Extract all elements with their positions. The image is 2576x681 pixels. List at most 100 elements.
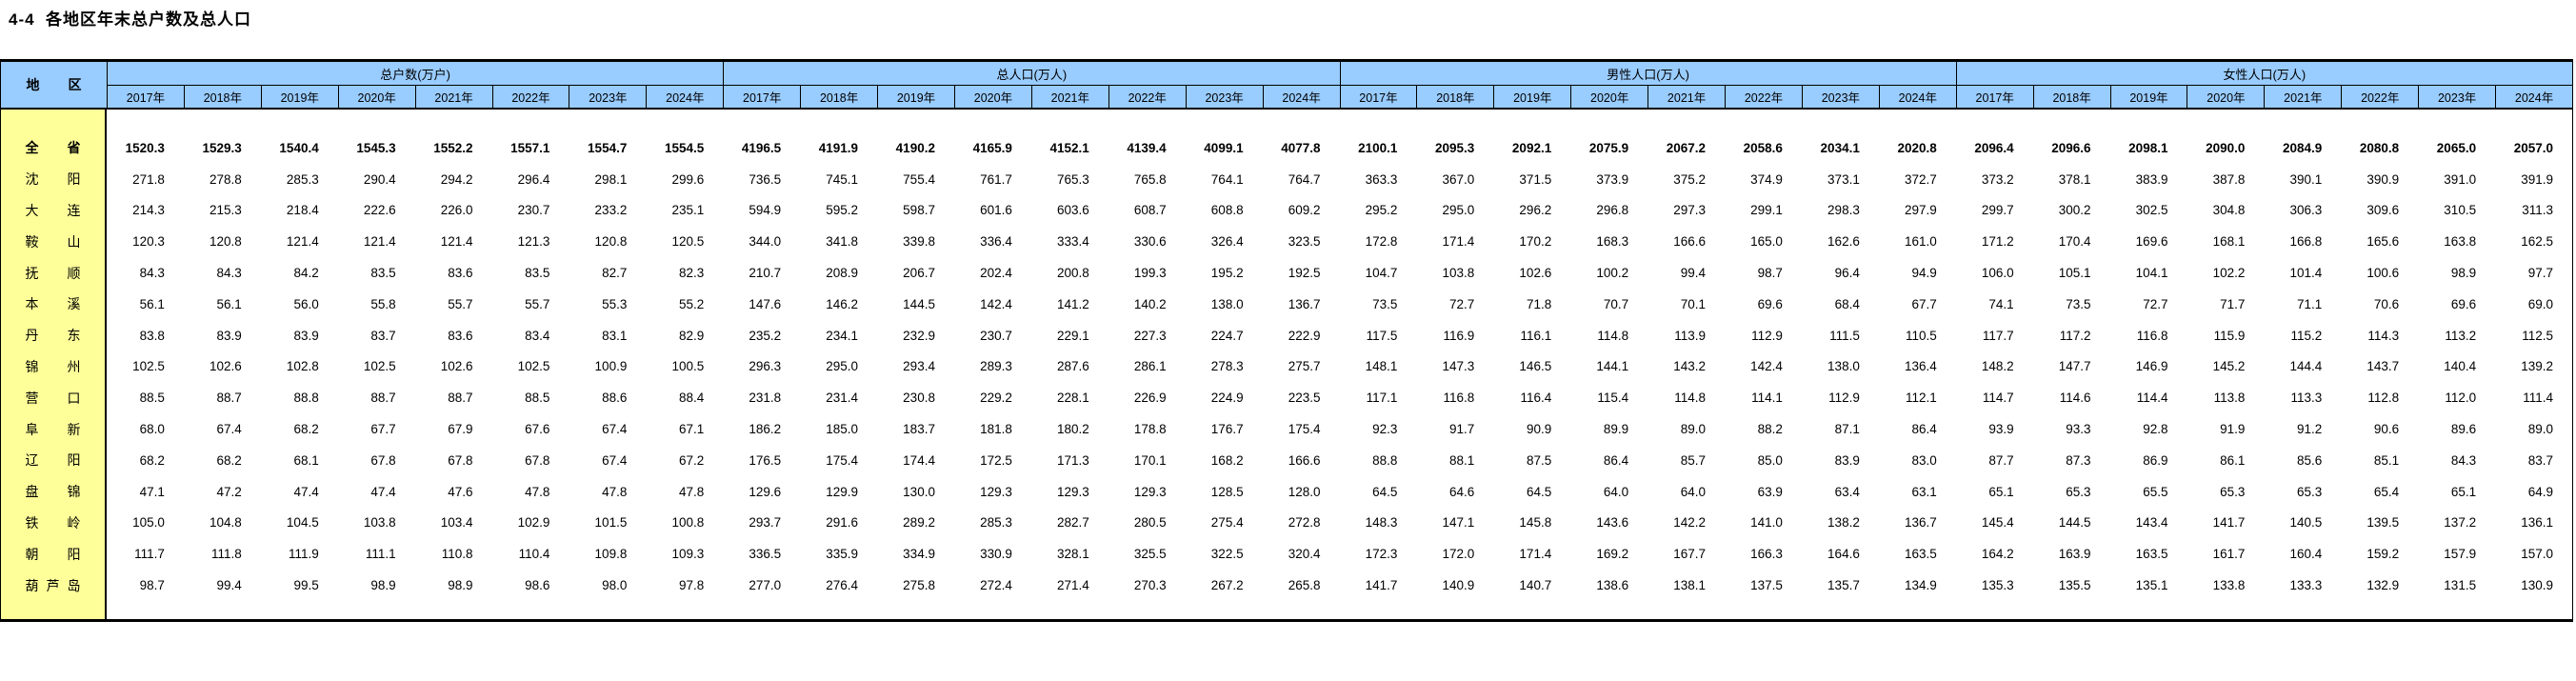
year-header-households-2024: 2024年 [646, 85, 724, 108]
value-cell-male-2019: 2092.1 [1511, 140, 1552, 155]
year-header-male-2019: 2019年 [1493, 85, 1571, 108]
value-cell-households-2021: 226.0 [440, 203, 473, 218]
value-cell-male-2024: 112.1 [1905, 391, 1937, 406]
value-cell-male-2022: 2058.6 [1743, 140, 1783, 155]
value-cell-population-2024: 323.5 [1288, 234, 1321, 250]
region-row: 葫芦岛 [1, 570, 105, 601]
value-cell-households-2018: 278.8 [210, 171, 242, 187]
value-cell-population-2024: 609.2 [1288, 203, 1321, 218]
value-cell-female-2022: 159.2 [2366, 547, 2400, 562]
value-cell-female-2017: 373.2 [1981, 171, 2014, 187]
value-cell-male-2022: 142.4 [1750, 359, 1783, 374]
value-cell-population-2023: 4099.1 [1204, 140, 1244, 155]
value-cell-households-2020: 55.8 [370, 296, 396, 311]
value-cell-households-2019: 104.5 [286, 515, 319, 531]
value-cell-female-2018: 93.3 [2066, 422, 2091, 437]
value-cell-male-2022: 69.6 [1757, 296, 1783, 311]
value-cell-female-2021: 65.3 [2297, 484, 2323, 499]
value-cell-households-2018: 215.3 [210, 203, 242, 218]
region-name: 全省 [26, 138, 81, 157]
value-cell-population-2017: 147.6 [749, 296, 782, 311]
value-cell-population-2021: 141.2 [1056, 296, 1089, 311]
value-cell-female-2017: 65.1 [1988, 484, 2014, 499]
value-cell-population-2019: 206.7 [903, 266, 935, 281]
value-cell-population-2021: 129.3 [1056, 484, 1089, 499]
value-cell-households-2020: 290.4 [363, 171, 396, 187]
value-cell-population-2023: 224.9 [1210, 391, 1244, 406]
value-cell-households-2019: 68.1 [293, 452, 319, 468]
value-cell-households-2018: 88.7 [216, 391, 242, 406]
year-header-female-2023: 2023年 [2418, 85, 2496, 108]
value-cell-male-2020: 64.0 [1603, 484, 1629, 499]
value-cell-male-2020: 169.2 [1596, 547, 1629, 562]
value-cell-female-2018: 87.3 [2066, 452, 2091, 468]
region-char: 芦 [46, 577, 60, 593]
value-cell-male-2021: 114.8 [1674, 391, 1707, 406]
value-cell-female-2021: 306.3 [2289, 203, 2323, 218]
value-cell-female-2023: 113.2 [2445, 328, 2477, 343]
value-cell-male-2024: 2020.8 [1897, 140, 1937, 155]
value-cell-female-2022: 132.9 [2366, 578, 2400, 593]
value-cell-households-2022: 55.7 [525, 296, 550, 311]
value-cell-households-2020: 102.5 [363, 359, 396, 374]
value-cell-male-2021: 297.3 [1673, 203, 1707, 218]
value-cell-population-2021: 333.4 [1056, 234, 1089, 250]
region-char: 新 [67, 421, 81, 437]
value-cell-population-2020: 202.4 [980, 266, 1012, 281]
value-cell-male-2017: 172.8 [1365, 234, 1398, 250]
value-cell-female-2018: 300.2 [2058, 203, 2091, 218]
value-cell-male-2022: 63.9 [1757, 484, 1783, 499]
value-cell-female-2023: 391.0 [2444, 171, 2477, 187]
value-cell-households-2018: 47.2 [216, 484, 242, 499]
value-cell-population-2020: 4165.9 [972, 140, 1012, 155]
value-cell-households-2019: 99.5 [293, 578, 319, 593]
region-char: 岭 [67, 514, 81, 531]
value-cell-male-2020: 115.4 [1597, 391, 1629, 406]
value-cell-male-2020: 373.9 [1596, 171, 1629, 187]
value-cell-male-2017: 295.2 [1365, 203, 1398, 218]
region-name: 沈阳 [26, 170, 81, 189]
group-header-population: 总人口(万人) [723, 62, 1340, 85]
value-cell-population-2019: 293.4 [903, 359, 935, 374]
value-cell-male-2023: 68.4 [1834, 296, 1860, 311]
value-cell-population-2024: 166.6 [1288, 452, 1321, 468]
value-cell-female-2022: 85.1 [2373, 452, 2400, 468]
value-cell-female-2023: 163.8 [2444, 234, 2477, 250]
value-cell-male-2021: 167.7 [1673, 547, 1707, 562]
value-cell-male-2019: 102.6 [1519, 266, 1552, 281]
year-header-female-2017: 2017年 [1955, 85, 2033, 108]
value-cell-households-2022: 230.7 [517, 203, 550, 218]
value-cell-households-2018: 67.4 [216, 422, 242, 437]
value-cell-population-2019: 144.5 [903, 296, 935, 311]
value-cell-male-2017: 92.3 [1372, 422, 1398, 437]
value-cell-population-2020: 142.4 [980, 296, 1012, 311]
region-row: 鞍山 [1, 226, 105, 257]
year-header-households-2017: 2017年 [107, 85, 184, 108]
value-cell-male-2017: 117.1 [1366, 391, 1398, 406]
region-char: 大 [25, 202, 39, 218]
value-cell-population-2024: 272.8 [1288, 515, 1321, 531]
value-cell-population-2017: 129.6 [749, 484, 782, 499]
value-cell-male-2021: 166.6 [1673, 234, 1707, 250]
year-header-population-2018: 2018年 [800, 85, 878, 108]
year-header-households-2019: 2019年 [260, 85, 338, 108]
value-cell-male-2018: 91.7 [1449, 422, 1475, 437]
value-cell-female-2021: 91.2 [2297, 422, 2323, 437]
value-cell-female-2018: 163.9 [2058, 547, 2091, 562]
value-cell-male-2017: 104.7 [1365, 266, 1398, 281]
value-cell-male-2022: 374.9 [1750, 171, 1783, 187]
value-cell-male-2020: 114.8 [1597, 328, 1629, 343]
value-cell-households-2018: 84.3 [216, 266, 242, 281]
value-cell-households-2021: 294.2 [440, 171, 473, 187]
value-cell-households-2020: 111.1 [365, 547, 396, 562]
value-cell-male-2018: 367.0 [1442, 171, 1475, 187]
value-cell-households-2022: 88.5 [525, 391, 550, 406]
value-cell-population-2018: 276.4 [826, 578, 859, 593]
table-row: 47.1 47.2 47.4 47.4 47.6 47.8 47.8 47.8 129.6 129… [107, 476, 2572, 508]
value-cell-households-2018: 83.9 [216, 328, 242, 343]
value-cell-male-2021: 89.0 [1680, 422, 1707, 437]
year-header-households-2021: 2021年 [414, 85, 492, 108]
value-cell-female-2017: 2096.4 [1974, 140, 2014, 155]
region-char: 鞍 [25, 233, 39, 250]
